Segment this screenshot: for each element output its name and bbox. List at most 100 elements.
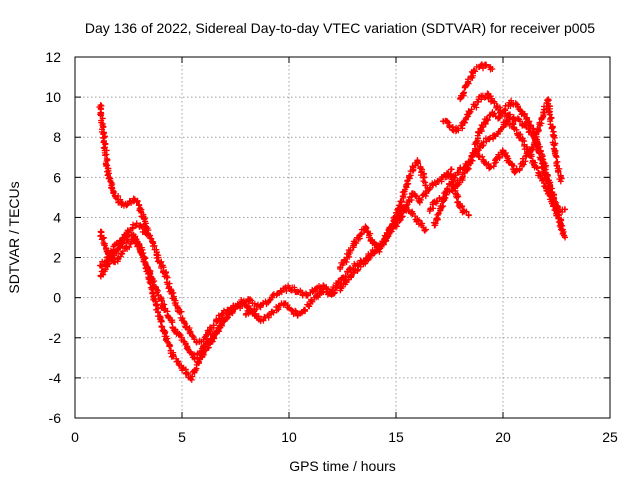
track-i-point [463, 162, 470, 169]
track-i-point [457, 166, 464, 173]
track-a-point [127, 198, 134, 205]
track-g-point [356, 232, 363, 239]
track-c-point [155, 254, 162, 261]
track-g-mark [364, 229, 371, 236]
track-d-point [223, 314, 230, 321]
track-e-point [418, 168, 425, 175]
track-d-mark [138, 250, 145, 257]
track-d-mark [169, 319, 176, 326]
track-g-point [382, 236, 389, 243]
track-f-point [337, 284, 344, 291]
y-tick-label: -6 [49, 410, 62, 426]
track-e-point [294, 312, 301, 319]
track-k-point [476, 64, 483, 71]
track-g-point [418, 222, 425, 229]
track-g-point [414, 216, 421, 223]
track-j-point [523, 124, 530, 131]
track-h-point [491, 132, 498, 139]
track-j-point [542, 174, 549, 181]
track-a-point [114, 196, 121, 203]
track-f-point [294, 288, 301, 295]
track-i-point [444, 170, 451, 177]
track-l-point [551, 142, 558, 149]
track-f-point [277, 288, 284, 295]
track-e-point [288, 306, 295, 313]
track-d-point [140, 254, 147, 261]
track-k-point [489, 66, 496, 73]
track-f-point [251, 306, 258, 313]
track-j-point [555, 208, 562, 215]
track-h-point [529, 158, 536, 165]
x-axis-label: GPS time / hours [289, 458, 396, 474]
track-b-point [187, 374, 194, 381]
track-l-mark [479, 153, 486, 160]
track-b-point [119, 250, 126, 257]
track-j-point [485, 92, 492, 99]
track-l-point [544, 98, 551, 105]
track-k-mark [464, 76, 471, 83]
track-i-point [527, 122, 534, 129]
track-h-point [497, 126, 504, 133]
track-l-mark [491, 159, 498, 166]
track-h-point [485, 136, 492, 143]
track-f-point [328, 290, 335, 297]
track-a-point [123, 202, 130, 209]
y-tick-label: 6 [53, 169, 61, 185]
track-e-point [300, 306, 307, 313]
track-c-point [142, 228, 149, 235]
track-j-mark [550, 195, 557, 202]
track-c-mark [183, 323, 190, 330]
track-l-mark [535, 127, 542, 134]
grid [75, 57, 610, 418]
track-f-mark [365, 251, 372, 258]
track-e-point [268, 308, 275, 315]
track-h-point [504, 118, 511, 125]
track-j-mark [545, 182, 552, 189]
track-d-point [129, 232, 136, 239]
track-b-point [191, 366, 198, 373]
track-f-mark [324, 286, 331, 293]
track-c-point [206, 326, 213, 333]
track-f-point [410, 190, 417, 197]
track-l-point [557, 178, 564, 185]
track-f-point [442, 174, 449, 181]
track-a-point [140, 214, 147, 221]
track-l-point [480, 158, 487, 165]
track-d-point [159, 302, 166, 309]
x-tick-label: 10 [281, 429, 297, 445]
track-d-point [166, 314, 173, 321]
track-g-point [363, 224, 370, 231]
track-b-point [101, 242, 108, 249]
track-h-point [459, 174, 466, 181]
track-e-point [405, 174, 412, 181]
track-g-mark [367, 230, 374, 237]
track-j-mark [544, 177, 551, 184]
track-c-mark [210, 322, 217, 329]
track-g-mark [385, 230, 392, 237]
x-tick-label: 25 [602, 429, 618, 445]
track-e-point [410, 164, 417, 171]
track-c-point [136, 222, 143, 229]
track-c-mark [190, 334, 197, 341]
track-c-mark [178, 308, 185, 315]
track-a-point [110, 190, 117, 197]
track-k-point [463, 82, 470, 89]
track-e-point [397, 202, 404, 209]
track-d-mark [142, 260, 149, 267]
track-j-mark [547, 183, 554, 190]
track-g-point [407, 210, 414, 217]
track-e-point [256, 316, 263, 323]
track-i-point [482, 118, 489, 125]
track-j-point [536, 150, 543, 157]
track-f-mark [338, 283, 345, 290]
track-l-point [538, 116, 545, 123]
track-l-mark [546, 109, 553, 116]
track-f-point [422, 190, 429, 197]
track-b-point [114, 256, 121, 263]
track-d-point [123, 236, 130, 243]
track-j-mark [540, 159, 547, 166]
track-g-point [388, 224, 395, 231]
track-d-point [104, 262, 111, 269]
track-e-point [275, 304, 282, 311]
